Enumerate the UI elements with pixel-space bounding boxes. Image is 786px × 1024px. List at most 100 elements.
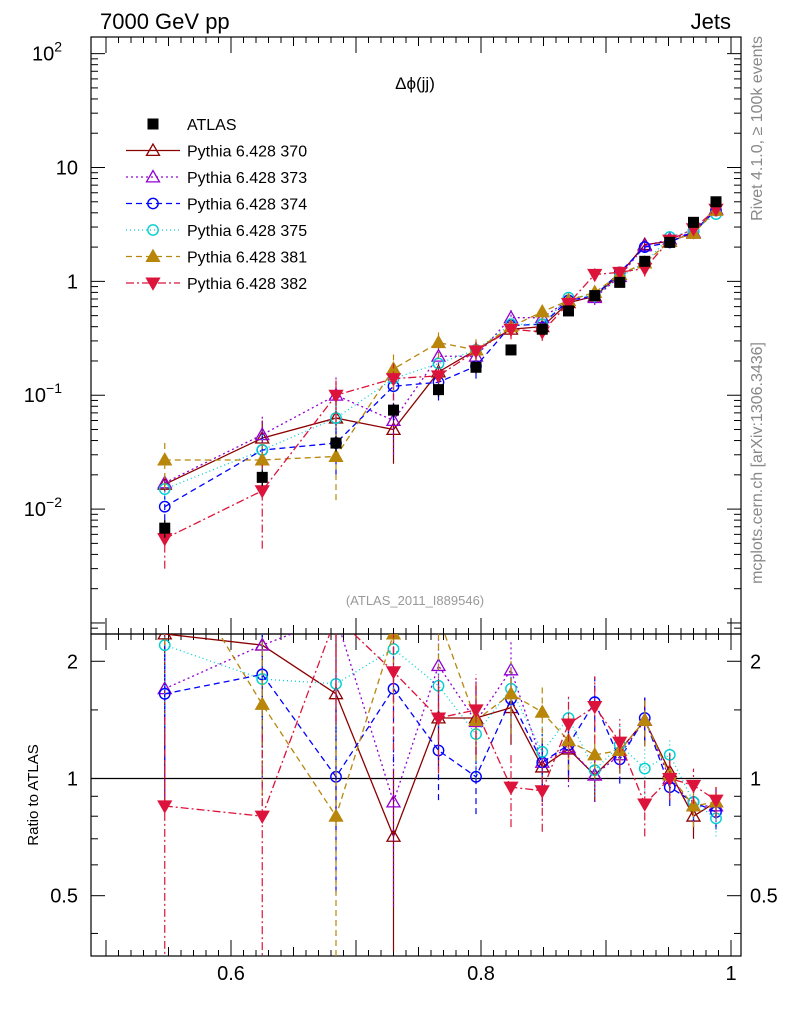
atlas-data-point [256,471,268,483]
legend-entry: Pythia 6.428 381 [126,248,307,267]
ratio-data-point [708,794,724,808]
legend-entry: ATLAS [147,117,237,134]
rivet-label: Rivet 4.1.0, ≥ 100k events [749,36,766,221]
ratio-series-line [164,634,717,839]
main-data-point [157,476,173,490]
ratio-series-5 [157,612,724,956]
main-y-axis: 10−2 10−1 1 10 102 [24,39,741,635]
legend-entry: Pythia 6.428 382 [126,276,307,293]
atlas-data-point [159,522,171,534]
ratio-data-point [385,666,402,680]
main-series-line [164,209,717,508]
legend-label: ATLAS [187,117,237,134]
main-series-layer [157,196,724,569]
ratio-y-tick-label-right: 0.5 [750,886,778,908]
atlas-data-point [470,361,482,373]
ratio-y-tick-label-left: 1 [67,768,78,790]
ratio-data-point [637,798,653,812]
legend-entry: Pythia 6.428 374 [126,197,307,214]
ratio-data-point [534,704,550,718]
main-y-tick-label: 10−1 [24,380,62,407]
legend-entry: Pythia 6.428 375 [126,223,307,240]
ratio-data-point [157,800,173,814]
main-data-point [328,389,344,404]
x-tick-label: 1 [725,963,736,985]
main-data-point [534,304,550,318]
ratio-series-line [164,673,717,813]
ratio-data-point [503,685,519,700]
ratio-data-point [470,770,482,783]
main-y-tick-label: 102 [32,39,62,66]
ratio-data-point [330,612,343,623]
ratio-data-point [385,828,402,842]
legend-entry: Pythia 6.428 370 [126,142,307,161]
ratio-data-point [536,746,549,758]
ratio-data-point [157,634,173,640]
ratio-y-tick-label-right: 2 [750,651,761,673]
main-data-point [385,412,402,427]
legend-marker [145,169,161,183]
x-tick-label: 0.6 [217,963,245,985]
main-data-point [468,345,484,359]
legend-label: Pythia 6.428 381 [187,250,307,267]
ratio-data-point [587,747,603,761]
ratio-series-layer [157,610,724,956]
ratio-data-point [638,762,651,775]
legend-marker [145,142,161,157]
main-data-point [254,485,270,499]
atlas-data-point [330,437,342,449]
legend-marker [147,118,159,130]
ratio-data-point [385,794,402,808]
main-data-point [158,500,171,513]
atlas-data-point [563,305,574,317]
ratio-data-point [612,736,628,750]
analysis-tag: (ATLAS_2011_I889546) [346,593,484,608]
ratio-y-tick-label-left: 0.5 [50,886,78,908]
atlas-data-point [688,216,699,228]
main-y-tick-exponent: −1 [46,380,62,396]
ratio-data-point [254,810,270,825]
ratio-y-tick-label-left: 2 [67,651,78,673]
ratio-data-point [468,704,484,718]
main-y-tick-exponent: −2 [46,494,62,510]
legend-marker [145,277,161,291]
ratio-ylabel: Ratio to ATLAS [25,744,42,845]
main-data-point [430,370,447,384]
main-data-point [503,323,519,338]
main-data-point [560,297,577,312]
ratio-series-2 [158,634,722,893]
legend-label: Pythia 6.428 374 [187,197,307,214]
legend: ATLAS Pythia 6.428 370 Pythia 6.428 373 Pyt… [126,117,307,293]
atlas-data-point [433,384,444,396]
main-y-tick-label: 1 [67,271,78,293]
plot-title: Δϕ(jj) [395,74,435,93]
ratio-data-point [430,657,447,672]
ratio-panel-frame [90,633,742,957]
main-data-point [638,241,651,253]
main-y-tick-label: 10 [56,158,78,180]
legend-marker [147,224,159,236]
legend-marker [147,197,159,210]
ratio-data-point [503,781,519,795]
legend-label: Pythia 6.428 375 [187,223,307,240]
atlas-data-point [639,255,651,267]
atlas-data-point [536,323,548,335]
ratio-y-axis: 0.5 1 2 0.5 1 2 [50,651,778,934]
header-left: 7000 GeV pp [100,9,230,34]
main-series-line [164,208,717,484]
legend-label: Pythia 6.428 370 [187,144,307,161]
legend-label: Pythia 6.428 373 [187,170,307,187]
ratio-y-tick-label-right: 1 [750,768,761,790]
main-series-line [164,209,717,461]
ratio-data-point [330,610,343,621]
legend-marker [145,248,161,263]
atlas-data-point [710,196,722,208]
main-series-line [164,213,717,490]
atlas-data-point [664,236,676,248]
atlas-data-point [388,404,399,416]
main-data-point [430,334,447,349]
ratio-series-0 [157,634,724,952]
atlas-data-point [505,344,517,356]
legend-label: Pythia 6.428 382 [187,276,307,293]
